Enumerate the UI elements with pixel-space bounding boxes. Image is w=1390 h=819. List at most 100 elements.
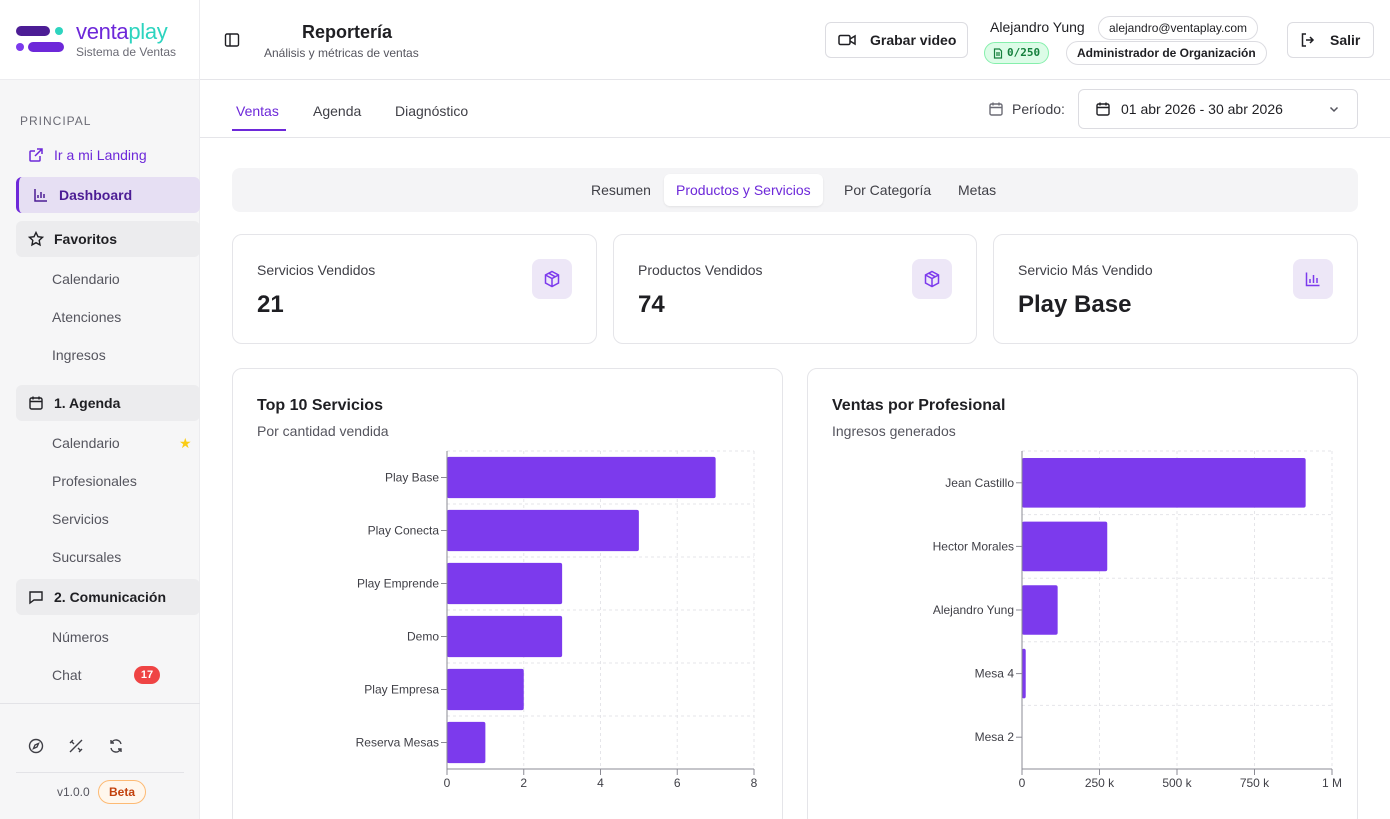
chart-card-top-servicios: Top 10 Servicios Por cantidad vendida 0 2… [232,368,783,819]
y-tick-label: Reserva Mesas [356,736,439,750]
y-tick-label: Alejandro Yung [933,603,1014,617]
ventas-profesional-chart: 0 250 k 500 k 750 k 1 M Jean Castillo Hector M… [933,450,1342,790]
app-version: v1.0.0 [57,785,90,799]
stat-card-servicio-mas-vendido: Servicio Más Vendido Play Base [993,234,1358,344]
sidebar-item-fav-atenciones[interactable]: Atenciones [52,309,122,325]
chevron-down-icon [1329,106,1339,113]
brand: ventaplay Sistema de Ventas [0,0,199,80]
tab-diagnostico[interactable]: Diagnóstico [395,103,469,119]
calendar-icon [1096,102,1110,116]
sidebar-group-label: 1. Agenda [54,395,121,411]
periodo-label: Período: [1012,101,1065,117]
y-tick-label: Play Empresa [364,683,439,697]
stat-card-productos-vendidos: Productos Vendidos 74 [613,234,977,344]
date-range-value: 01 abr 2026 - 30 abr 2026 [1121,101,1283,117]
chart-subtitle: Ingresos generados [832,423,956,439]
chat-unread-badge: 17 [134,666,160,684]
top-header: Reportería Análisis y métricas de ventas… [200,0,1390,80]
calendar-icon [989,102,1003,116]
bar [1022,521,1108,572]
sidebar-item-chat[interactable]: Chat [52,667,82,683]
bar [447,668,524,711]
subtab-metas[interactable]: Metas [958,182,997,198]
subtabs-bar: Resumen Productos y Servicios Por Catego… [232,168,1358,212]
stat-value: 21 [257,291,284,318]
favorite-star-icon[interactable]: ★ [179,435,192,451]
bar [447,509,639,552]
x-tick-label: 250 k [1085,776,1115,790]
x-tick-label: 6 [674,776,681,790]
bar [1022,648,1026,699]
message-icon [29,591,43,605]
document-icon [993,47,1003,59]
chart-title: Ventas por Profesional [832,397,1006,414]
tab-ventas[interactable]: Ventas [236,103,279,119]
stat-card-servicios-vendidos: Servicios Vendidos 21 [232,234,597,344]
report-tabs-bar: Ventas Agenda Diagnóstico Período: 01 ab… [200,81,1390,138]
x-tick-label: 0 [1019,776,1026,790]
subtab-por-categoria[interactable]: Por Categoría [844,182,932,198]
chart-card-ventas-profesional: Ventas por Profesional Ingresos generado… [807,368,1358,819]
y-tick-label: Hector Morales [933,539,1014,553]
compass-icon[interactable] [28,738,44,754]
sidebar-item-profesionales[interactable]: Profesionales [52,473,137,489]
sidebar-footer-actions [28,738,124,754]
sidebar-item-numeros[interactable]: Números [52,629,109,645]
sidebar-item-sucursales[interactable]: Sucursales [52,549,122,565]
bar-chart-icon [34,189,47,202]
logout-button[interactable]: Salir [1287,22,1374,58]
stat-value: 74 [638,291,665,318]
chart-title: Top 10 Servicios [257,397,383,414]
stat-label: Productos Vendidos [638,262,763,278]
bar [1022,457,1306,508]
tools-icon[interactable] [68,738,84,754]
refresh-icon[interactable] [108,738,124,754]
sidebar-item-servicios[interactable]: Servicios [52,511,109,527]
quota-value: 0/250 [1007,46,1041,59]
top-servicios-chart: 0 2 4 6 8 Play Base Play Conecta Play Emprende D… [356,450,758,790]
stat-label: Servicios Vendidos [257,262,376,278]
chart-subtitle: Por cantidad vendida [257,423,389,439]
bar-chart-icon [1293,259,1333,299]
stat-value: Play Base [1018,291,1132,318]
user-role: Administrador de Organización [1066,41,1267,65]
package-icon [532,259,572,299]
x-tick-label: 500 k [1162,776,1192,790]
sidebar-item-dashboard[interactable]: Dashboard [16,177,200,213]
package-icon [912,259,952,299]
sidebar-item-landing[interactable]: Ir a mi Landing [16,137,200,173]
active-tab-indicator [232,129,286,131]
star-icon [28,231,44,247]
sidebar-item-label: Ir a mi Landing [54,147,147,163]
sidebar-divider [0,703,200,704]
record-video-button[interactable]: Grabar video [825,22,968,58]
tab-agenda[interactable]: Agenda [313,103,362,119]
sidebar-group-favoritos[interactable]: Favoritos [16,221,200,257]
sidebar-footer-divider [16,772,184,773]
external-link-icon [29,148,43,162]
logout-icon [1301,33,1315,47]
y-tick-label: Play Emprende [357,577,439,591]
sidebar-toggle-icon[interactable] [224,32,240,48]
sidebar-group-agenda[interactable]: 1. Agenda [16,385,200,421]
logout-label: Salir [1330,32,1361,48]
user-name: Alejandro Yung [990,19,1085,35]
bar [447,456,716,499]
sidebar-item-fav-calendario[interactable]: Calendario [52,271,120,287]
sidebar-item-fav-ingresos[interactable]: Ingresos [52,347,106,363]
x-tick-label: 0 [444,776,451,790]
nav-section-label: PRINCIPAL [20,114,92,128]
subtab-productos-servicios[interactable]: Productos y Servicios [664,174,823,206]
stat-label: Servicio Más Vendido [1018,262,1153,278]
record-video-label: Grabar video [870,32,957,48]
brand-name: ventaplay [76,18,168,44]
subtab-resumen[interactable]: Resumen [591,182,651,198]
date-range-select[interactable]: 01 abr 2026 - 30 abr 2026 [1078,89,1358,129]
sidebar-group-comunicacion[interactable]: 2. Comunicación [16,579,200,615]
bar [447,562,563,605]
x-tick-label: 2 [520,776,527,790]
ventaplay-logo [16,25,64,54]
sidebar-item-agenda-calendario[interactable]: Calendario [52,435,120,451]
calendar-icon [29,396,43,410]
quota-badge: 0/250 [984,42,1050,64]
